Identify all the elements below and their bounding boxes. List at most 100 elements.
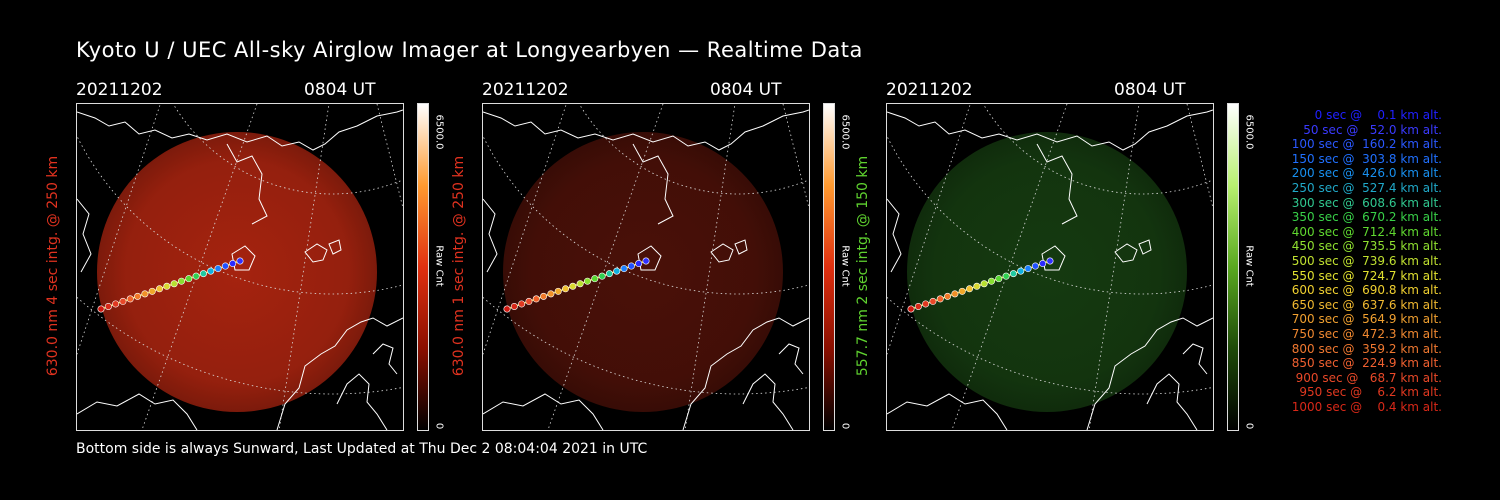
legend-entry: 700 sec @ 564.9 km alt. [1291,312,1442,327]
trajectory-point [973,282,981,290]
trajectory-point [177,277,185,285]
legend-entry: 900 sec @ 68.7 km alt. [1295,370,1442,385]
trajectory-point [569,282,577,290]
colorbar-min-label: 0 [839,422,851,430]
colorbar-max-label: 6500.0 [839,114,851,150]
legend-entry: 650 sec @ 637.6 km alt. [1291,297,1442,312]
legend-entry: 850 sec @ 224.9 km alt. [1291,356,1442,371]
coastline [1114,239,1152,263]
sky-map-svg [483,104,809,430]
trajectory-point [1031,262,1039,270]
panel-ylabel: 630.0 nm 4 sec intg. @ 250 km [42,102,64,430]
coastline [887,198,902,273]
trajectory-point [170,280,178,288]
panel-date: 20211202 [886,80,973,100]
panel-time: 0804 UT [304,80,376,100]
longitude-line [1186,104,1213,210]
trajectory-point [525,297,533,305]
trajectory-point [951,290,959,298]
legend-entry: 500 sec @ 739.6 km alt. [1291,253,1442,268]
trajectory-point [554,287,562,295]
trajectory-point [980,280,988,288]
trajectory-point [503,305,511,313]
coastline [1182,343,1208,375]
trajectory-point [591,275,599,283]
trajectory-point [126,295,134,303]
trajectory-point [510,302,518,310]
trajectory-point [1009,270,1017,278]
trajectory-point [1039,260,1047,268]
trajectory-point [532,295,540,303]
legend-entry: 1000 sec @ 0.4 km alt. [1291,399,1442,414]
coastline [231,245,256,271]
trajectory-point [613,267,621,275]
trajectory-point [995,275,1003,283]
trajectory-point [907,305,915,313]
allsky-image [482,103,810,431]
coastline [887,393,1008,430]
sky-map-svg [887,104,1213,430]
panel-ylabel-text: 630.0 nm 4 sec intg. @ 250 km [45,155,61,377]
coastline [483,198,498,273]
colorbar-max-label: 6500.0 [1243,114,1255,150]
trajectory-point [518,300,526,308]
legend-entry: 100 sec @ 160.2 km alt. [1291,137,1442,152]
panel-time: 0804 UT [710,80,782,100]
trajectory-point [104,302,112,310]
coastline [1146,373,1198,430]
coastline [226,143,268,225]
coastline [77,109,403,151]
legend-entry: 400 sec @ 712.4 km alt. [1291,224,1442,239]
trajectory-point [987,277,995,285]
allsky-image [886,103,1214,431]
coastline [372,343,398,375]
airglow-disk [907,132,1187,412]
trajectory-point [185,275,193,283]
trajectory-point [958,287,966,295]
legend-entry: 950 sec @ 6.2 km alt. [1299,385,1442,400]
trajectory-point [583,277,591,285]
coastline [637,245,662,271]
panel-ylabel: 557.7 nm 2 sec intg. @ 150 km [852,102,874,430]
longitude-line [887,104,971,356]
longitude-line [376,104,403,210]
legend-entry: 550 sec @ 724.7 km alt. [1291,268,1442,283]
colorbar-title: Raw Cnt [839,245,851,287]
trajectory-point [922,300,930,308]
coastline [304,239,342,263]
coastline [483,393,604,430]
coastline [276,317,403,430]
colorbar [417,103,429,431]
trajectory-point [576,280,584,288]
allsky-image [76,103,404,431]
trajectory-point [112,300,120,308]
trajectory-point [148,287,156,295]
trajectory-point [914,302,922,310]
legend-entry: 450 sec @ 735.5 km alt. [1291,239,1442,254]
coastline [682,317,809,430]
panel-2: 20211202 0804 UT 630.0 nm 1 sec intg. @ … [451,78,882,438]
trajectory-point [192,272,200,280]
trajectory-point [119,297,127,305]
coastline [778,343,804,375]
trajectory-point [1002,272,1010,280]
panel-ylabel: 630.0 nm 1 sec intg. @ 250 km [448,102,470,430]
colorbar-max-label: 6500.0 [433,114,445,150]
panel-1: 20211202 0804 UT 630.0 nm 4 sec intg. @ … [45,78,476,438]
coastline [742,373,794,430]
panel-time: 0804 UT [1114,80,1186,100]
longitude-line [483,104,567,356]
colorbar [823,103,835,431]
coastline [336,373,388,430]
trajectory-point [627,262,635,270]
coastline [77,198,92,273]
legend-entry: 200 sec @ 426.0 km alt. [1291,166,1442,181]
trajectory-point [134,292,142,300]
trajectory-point [540,292,548,300]
trajectory-point [635,260,643,268]
panel-ylabel-text: 557.7 nm 2 sec intg. @ 150 km [855,155,871,377]
trajectory-point [620,265,628,273]
trajectory-point [966,285,974,293]
trajectory-point [141,290,149,298]
trajectory-point [156,285,164,293]
